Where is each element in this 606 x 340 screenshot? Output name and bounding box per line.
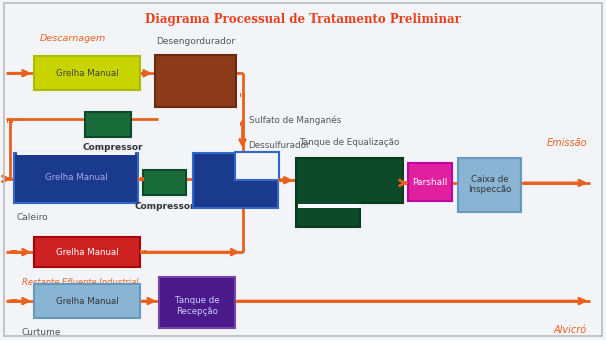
Bar bbox=[85, 112, 131, 137]
Text: Descarnagem: Descarnagem bbox=[40, 34, 106, 43]
Bar bbox=[280, 178, 281, 182]
Bar bbox=[16, 250, 17, 254]
Text: Emissão: Emissão bbox=[547, 138, 587, 148]
Polygon shape bbox=[296, 158, 404, 227]
Bar bbox=[12, 119, 13, 123]
Text: Desengordurador: Desengordurador bbox=[156, 37, 235, 46]
Text: Grelha Manual: Grelha Manual bbox=[56, 248, 118, 257]
Bar bbox=[34, 284, 140, 318]
Text: Compressor: Compressor bbox=[135, 202, 195, 211]
Text: Caleiro: Caleiro bbox=[16, 213, 48, 222]
Text: Parshall: Parshall bbox=[412, 177, 448, 187]
Bar bbox=[11, 299, 13, 303]
Bar bbox=[278, 178, 279, 182]
Bar bbox=[140, 250, 141, 254]
Bar bbox=[19, 118, 21, 121]
Bar bbox=[143, 170, 186, 195]
Bar bbox=[155, 55, 236, 107]
Text: Dessulfurador: Dessulfurador bbox=[248, 141, 310, 150]
Text: Tanque de
Recepção: Tanque de Recepção bbox=[175, 296, 219, 316]
Text: Tanque de Equalização: Tanque de Equalização bbox=[299, 138, 400, 148]
Bar bbox=[298, 204, 361, 208]
Bar bbox=[235, 152, 279, 181]
Bar bbox=[242, 93, 243, 97]
Bar bbox=[142, 250, 144, 254]
Bar bbox=[239, 93, 241, 97]
Bar bbox=[17, 152, 135, 155]
Bar bbox=[193, 153, 278, 208]
Bar bbox=[16, 299, 17, 303]
Bar bbox=[34, 56, 140, 90]
Bar bbox=[142, 177, 144, 181]
Text: Grelha Manual: Grelha Manual bbox=[56, 69, 118, 78]
Bar bbox=[144, 250, 145, 254]
Bar bbox=[15, 118, 16, 121]
Text: Restante Efluente Industrial: Restante Efluente Industrial bbox=[22, 278, 139, 287]
Text: Alvicró: Alvicró bbox=[554, 325, 587, 335]
Bar bbox=[13, 250, 15, 254]
Bar bbox=[244, 122, 245, 126]
Text: Curtume: Curtume bbox=[22, 328, 61, 337]
Bar bbox=[140, 177, 142, 181]
Text: Grelha Manual: Grelha Manual bbox=[56, 296, 118, 306]
Bar bbox=[13, 299, 15, 303]
Bar bbox=[579, 299, 581, 303]
Bar bbox=[242, 122, 243, 126]
Bar bbox=[458, 158, 521, 211]
Bar bbox=[582, 299, 583, 303]
Bar bbox=[34, 237, 140, 267]
Bar bbox=[239, 122, 241, 126]
Bar bbox=[17, 118, 18, 121]
Bar bbox=[584, 299, 585, 303]
Bar bbox=[11, 250, 13, 254]
Text: Caixa de
Inspeccão: Caixa de Inspeccão bbox=[468, 175, 511, 194]
Text: Grelha Manual: Grelha Manual bbox=[45, 173, 107, 182]
Bar bbox=[14, 153, 138, 203]
Bar bbox=[408, 163, 451, 202]
Bar bbox=[7, 119, 8, 123]
Text: Diagrama Processual de Tratamento Preliminar: Diagrama Processual de Tratamento Prelim… bbox=[145, 13, 461, 26]
Bar bbox=[282, 178, 284, 182]
Text: Sulfato de Manganés: Sulfato de Manganés bbox=[248, 116, 341, 125]
Bar bbox=[159, 277, 235, 328]
Bar bbox=[138, 177, 139, 181]
Text: Compressor: Compressor bbox=[82, 143, 143, 152]
Bar bbox=[244, 93, 245, 97]
Bar bbox=[9, 119, 10, 123]
